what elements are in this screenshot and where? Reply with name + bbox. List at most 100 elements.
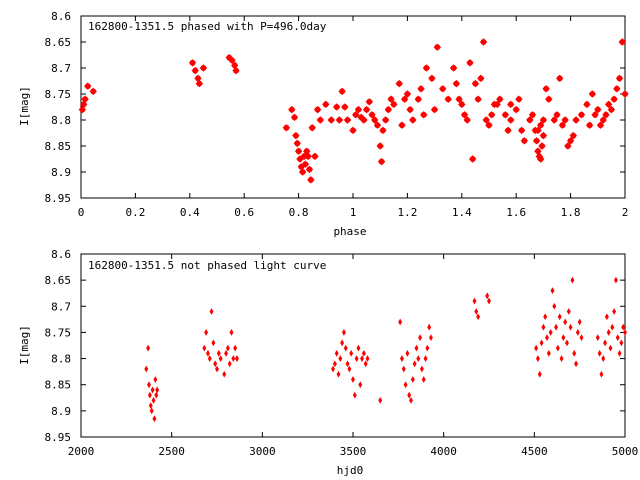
data-point (472, 297, 477, 305)
data-point (594, 105, 602, 114)
data-point (151, 396, 156, 404)
data-point (512, 105, 520, 114)
data-point (148, 402, 153, 410)
data-point (228, 56, 236, 64)
data-point (377, 157, 386, 166)
y-tick-label: 8.95 (45, 431, 72, 444)
data-point (209, 308, 214, 315)
data-point (332, 103, 341, 111)
y-tick-label: 8.7 (51, 300, 71, 313)
data-point (535, 355, 540, 362)
data-point (561, 334, 566, 342)
data-point (485, 292, 490, 300)
y-tick-label: 8.8 (51, 353, 71, 366)
data-point (617, 349, 622, 357)
data-point (416, 355, 421, 362)
data-point (608, 344, 613, 352)
data-point (613, 276, 618, 284)
data-point (615, 334, 620, 342)
data-point (423, 355, 428, 362)
data-point (371, 116, 379, 124)
data-point (338, 355, 343, 362)
data-point (147, 381, 151, 389)
data-point (517, 126, 526, 135)
data-point (363, 360, 368, 368)
data-point (347, 365, 352, 373)
data-point (351, 376, 355, 383)
data-point (298, 168, 307, 176)
data-point (545, 95, 553, 103)
data-point (612, 308, 617, 315)
data-point (621, 90, 629, 98)
x-axis-label: hjd0 (337, 464, 364, 477)
data-point (583, 100, 591, 109)
data-point (619, 339, 624, 347)
data-point (613, 85, 621, 93)
data-point (225, 344, 230, 352)
data-point (288, 105, 296, 114)
data-point (496, 95, 504, 103)
data-point (550, 287, 555, 295)
data-point (553, 111, 561, 119)
y-tick-label: 8.75 (45, 326, 72, 339)
data-point (563, 318, 568, 326)
unphased-light-curve-panel: 162800-1351.5 not phased light curve hjd… (18, 248, 638, 477)
data-point (595, 334, 600, 342)
data-point (152, 415, 157, 423)
data-point (487, 111, 496, 119)
data-point (430, 105, 439, 114)
data-point (300, 152, 308, 161)
data-point (360, 116, 368, 124)
data-point (603, 339, 608, 347)
data-point (303, 147, 311, 155)
data-point (146, 344, 151, 352)
data-point (341, 329, 346, 336)
data-point (477, 74, 485, 83)
data-point (84, 82, 92, 90)
data-point (504, 126, 512, 135)
y-tick-label: 8.6 (51, 248, 71, 261)
data-point (412, 360, 417, 368)
data-point (474, 308, 479, 315)
data-point (358, 381, 363, 389)
x-tick-label: 0.2 (125, 206, 145, 219)
y-axis-label: I[mag] (18, 325, 31, 365)
data-point (218, 355, 223, 362)
data-point (552, 302, 557, 310)
data-point (336, 370, 341, 378)
data-point (555, 344, 560, 352)
data-point (515, 95, 523, 103)
data-point (471, 79, 480, 88)
data-point (410, 376, 415, 383)
data-point (231, 355, 236, 362)
data-point (599, 116, 607, 124)
y-tick-label: 8.8 (51, 114, 71, 127)
data-point (607, 105, 616, 114)
data-point (501, 111, 510, 119)
data-point (428, 74, 436, 83)
x-tick-label: 4000 (430, 445, 457, 458)
data-point (290, 113, 299, 122)
data-point (387, 95, 395, 103)
data-point (623, 329, 627, 336)
data-point (400, 95, 409, 103)
data-point (485, 121, 493, 129)
data-point (429, 334, 433, 342)
data-point (227, 360, 232, 368)
data-point (468, 155, 477, 163)
data-point (425, 344, 430, 352)
data-point (224, 349, 229, 357)
data-point (414, 344, 419, 352)
data-point (487, 297, 491, 305)
y-tick-label: 8.65 (45, 36, 72, 49)
data-point (322, 100, 330, 109)
data-point (409, 116, 417, 124)
x-tick-label: 0.8 (289, 206, 309, 219)
data-point (216, 349, 221, 357)
chart-title: 162800-1351.5 not phased light curve (88, 259, 326, 272)
data-point (89, 87, 97, 96)
x-tick-label: 2 (622, 206, 629, 219)
data-point (602, 111, 610, 119)
data-point (474, 95, 482, 103)
